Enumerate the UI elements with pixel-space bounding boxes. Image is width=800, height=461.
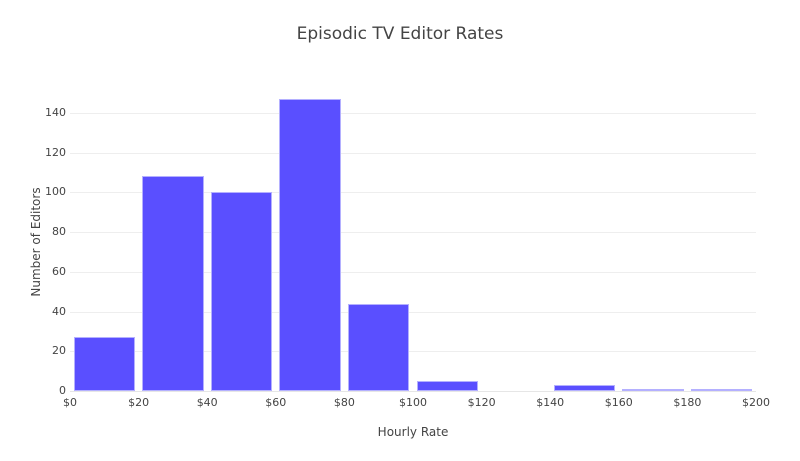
x-axis-label: Hourly Rate — [377, 425, 449, 439]
x-tick-label: $120 — [467, 396, 496, 409]
chart-title: Episodic TV Editor Rates — [296, 24, 504, 44]
x-tick-label: $180 — [673, 396, 702, 409]
x-tick-label: $60 — [265, 396, 287, 409]
histogram-bar[interactable] — [347, 303, 410, 391]
plot-area — [70, 94, 756, 392]
y-tick-label: 40 — [52, 304, 66, 318]
gridline — [70, 232, 756, 234]
histogram-bar[interactable] — [553, 385, 616, 391]
y-tick-label: 0 — [59, 384, 66, 397]
y-tick-label: 60 — [52, 264, 66, 278]
x-tick-label: $160 — [604, 396, 633, 409]
gridline — [70, 192, 756, 194]
x-tick-label: $80 — [333, 396, 355, 409]
x-tick-label: $40 — [196, 396, 218, 409]
gridline — [70, 271, 756, 273]
x-tick-label: $140 — [536, 396, 565, 409]
gridline — [70, 351, 756, 353]
histogram-bar[interactable] — [690, 389, 753, 391]
y-tick-label: 20 — [52, 344, 66, 358]
y-tick-label: 100 — [45, 185, 66, 199]
gridline — [70, 391, 756, 392]
y-tick-label: 120 — [45, 145, 66, 159]
gridline — [70, 152, 756, 154]
histogram-bar[interactable] — [210, 192, 273, 391]
histogram-bar[interactable] — [142, 176, 204, 391]
y-axis-label: Number of Editors — [29, 187, 43, 297]
y-tick-label: 140 — [45, 105, 66, 119]
x-tick-label: $0 — [63, 396, 77, 409]
gridline — [70, 311, 756, 313]
histogram-bar[interactable] — [279, 98, 341, 391]
x-tick-label: $20 — [128, 396, 150, 409]
histogram-bar[interactable] — [622, 389, 684, 391]
histogram-bar[interactable] — [73, 337, 136, 391]
y-tick-label: 80 — [52, 225, 66, 239]
gridline — [70, 112, 756, 114]
histogram-bar[interactable] — [416, 381, 479, 391]
x-tick-label: $100 — [399, 396, 427, 409]
x-tick-label: $200 — [742, 396, 770, 409]
